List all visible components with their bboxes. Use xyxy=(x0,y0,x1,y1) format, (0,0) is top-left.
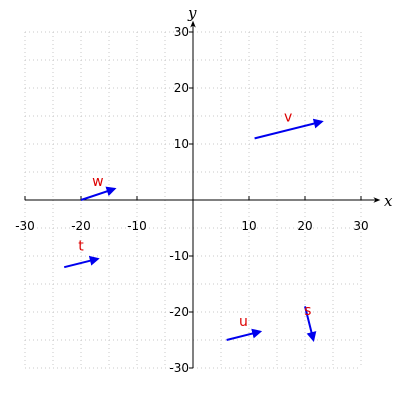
x-tick-label: -10 xyxy=(127,219,147,233)
y-tick-label: 20 xyxy=(174,81,189,95)
y-tick-label: -30 xyxy=(169,361,189,375)
vector-v-label: v xyxy=(284,110,292,126)
vector-v-arrow xyxy=(254,118,324,140)
vector-w: w xyxy=(80,174,117,201)
tick-labels: -30 -20 -10 10 20 30 30 20 10 -10 -20 -30 xyxy=(15,25,368,375)
vector-w-arrow xyxy=(80,186,117,201)
y-tick-label: -10 xyxy=(169,249,189,263)
y-tick-label: 10 xyxy=(174,137,189,151)
x-axis-label: x xyxy=(384,192,393,210)
vector-v: v xyxy=(254,110,324,140)
x-tick-label: 20 xyxy=(297,219,312,233)
x-tick-label: -20 xyxy=(71,219,91,233)
vectors: v w t u s xyxy=(63,110,324,342)
y-tick-label: -20 xyxy=(169,305,189,319)
vector-u-arrow xyxy=(226,328,263,341)
x-tick-label: -30 xyxy=(15,219,35,233)
vector-t-arrow xyxy=(63,255,100,269)
vector-s-arrow xyxy=(304,306,317,342)
y-tick-label: 30 xyxy=(174,25,189,39)
x-tick-label: 10 xyxy=(241,219,256,233)
vector-t: t xyxy=(63,238,100,269)
x-tick-label: 30 xyxy=(353,219,368,233)
y-axis-label: y xyxy=(187,4,197,22)
vector-w-label: w xyxy=(92,174,103,190)
vector-t-label: t xyxy=(78,238,84,254)
axes xyxy=(24,20,381,369)
vector-s: s xyxy=(304,303,317,342)
vector-u: u xyxy=(226,314,263,341)
vector-u-label: u xyxy=(239,314,248,330)
vector-s-label: s xyxy=(304,303,311,319)
